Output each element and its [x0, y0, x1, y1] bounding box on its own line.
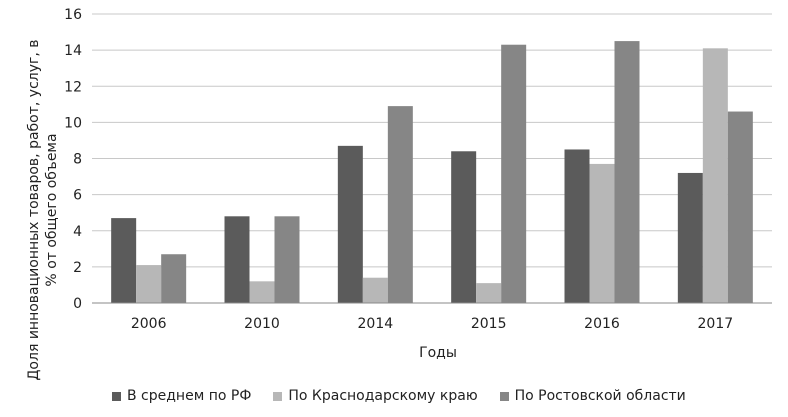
- x-tick-label: 2015: [471, 316, 507, 332]
- y-tick-labels: 0 2 4 6 8 10 12 14 16: [64, 7, 82, 312]
- bar: [564, 149, 590, 303]
- y-tick-label: 6: [73, 188, 82, 204]
- gridlines: [92, 13, 772, 304]
- y-tick-label: 2: [73, 260, 82, 276]
- bar: [161, 254, 187, 303]
- y-axis-title-line-1: Доля инновационных товаров, работ, услуг…: [26, 39, 42, 380]
- legend-swatch: [112, 391, 121, 401]
- bar: [111, 218, 137, 303]
- y-tick-label: 14: [64, 43, 82, 59]
- x-tick-label: 2017: [698, 316, 734, 332]
- y-axis-title: Доля инновационных товаров, работ, услуг…: [26, 39, 60, 380]
- bar: [274, 216, 300, 303]
- bar: [387, 106, 413, 304]
- legend-item: По Краснодарскому краю: [273, 388, 478, 404]
- bar: [451, 151, 477, 303]
- y-tick-label: 10: [64, 115, 82, 131]
- bars: [111, 41, 753, 304]
- bar: [249, 281, 275, 303]
- bar: [614, 41, 640, 303]
- legend-label: По Краснодарскому краю: [288, 388, 478, 404]
- x-tick-label: 2006: [131, 316, 167, 332]
- bar: [727, 111, 753, 303]
- legend-label: По Ростовской области: [514, 388, 686, 404]
- y-tick-label: 12: [64, 79, 82, 95]
- x-tick-label: 2014: [358, 316, 394, 332]
- legend-label: В среднем по РФ: [127, 388, 252, 404]
- x-tick-labels: 2006 2010 2014 2015 2016 2017: [131, 316, 733, 332]
- bar: [501, 44, 527, 304]
- y-tick-label: 0: [73, 296, 82, 312]
- bar: [677, 172, 703, 303]
- bar: [702, 48, 728, 303]
- bar: [476, 283, 502, 303]
- legend-item: В среднем по РФ: [112, 388, 251, 404]
- y-axis-title-line-2: % от общего объема: [44, 133, 60, 286]
- y-tick-label: 8: [73, 152, 82, 168]
- y-tick-label: 4: [73, 224, 82, 240]
- bar: [136, 265, 162, 303]
- legend: В среднем по РФ По Краснодарскому краю П…: [112, 388, 686, 404]
- bar: [224, 216, 250, 303]
- bar: [589, 163, 615, 303]
- bar: [337, 145, 363, 303]
- x-tick-label: 2016: [584, 316, 620, 332]
- bar: [362, 277, 388, 303]
- legend-swatch: [273, 391, 283, 401]
- x-tick-label: 2010: [244, 316, 280, 332]
- y-tick-label: 16: [64, 7, 82, 23]
- legend-item: По Ростовской области: [499, 388, 686, 404]
- x-axis-title: Годы: [419, 345, 457, 361]
- legend-swatch: [499, 391, 509, 401]
